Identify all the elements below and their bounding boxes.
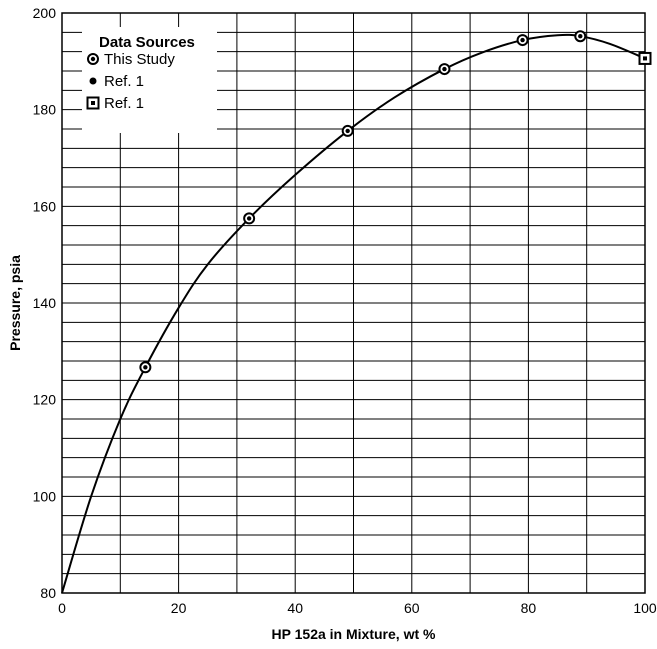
y-tick-label: 120 — [33, 392, 57, 408]
y-tick-label: 140 — [33, 295, 57, 311]
data-point — [438, 63, 451, 76]
plot-frame — [61, 12, 646, 594]
legend-marker — [87, 53, 99, 65]
legend-entry-label: Ref. 1 — [104, 95, 144, 112]
data-point — [341, 124, 354, 137]
legend-marker — [86, 96, 100, 110]
data-point — [139, 361, 152, 374]
legend-box — [82, 27, 217, 133]
legend-entry-label: This Study — [104, 51, 175, 68]
tick-labels: 0 20 40 60 80 100 80 100 120 140 160 180 200 — [33, 5, 657, 616]
legend-marker — [89, 77, 97, 85]
y-tick-label: 200 — [33, 5, 57, 21]
x-tick-label: 100 — [633, 600, 657, 616]
x-axis-title: HP 152a in Mixture, wt % — [272, 626, 436, 642]
legend-entry-label: Ref. 1 — [104, 73, 144, 90]
data-points — [139, 30, 652, 374]
y-axis-title: Pressure, psia — [7, 255, 23, 351]
x-tick-label: 80 — [521, 600, 537, 616]
x-tick-label: 0 — [58, 600, 66, 616]
fit-curve — [61, 33, 646, 594]
legend-entries: This Study Ref. 1 Ref. 1 — [86, 51, 175, 112]
grid — [62, 13, 645, 593]
x-tick-label: 40 — [287, 600, 303, 616]
legend: Data Sources This Study Ref. 1 Ref. 1 — [82, 27, 217, 133]
y-tick-label: 160 — [33, 198, 57, 214]
data-point — [243, 212, 256, 225]
y-tick-label: 80 — [40, 585, 56, 601]
data-point — [516, 34, 529, 47]
y-tick-label: 100 — [33, 488, 57, 504]
data-point — [638, 51, 652, 65]
x-tick-label: 20 — [171, 600, 187, 616]
data-point — [574, 30, 587, 43]
y-tick-label: 180 — [33, 102, 57, 118]
legend-title: Data Sources — [99, 34, 195, 51]
x-tick-label: 60 — [404, 600, 420, 616]
